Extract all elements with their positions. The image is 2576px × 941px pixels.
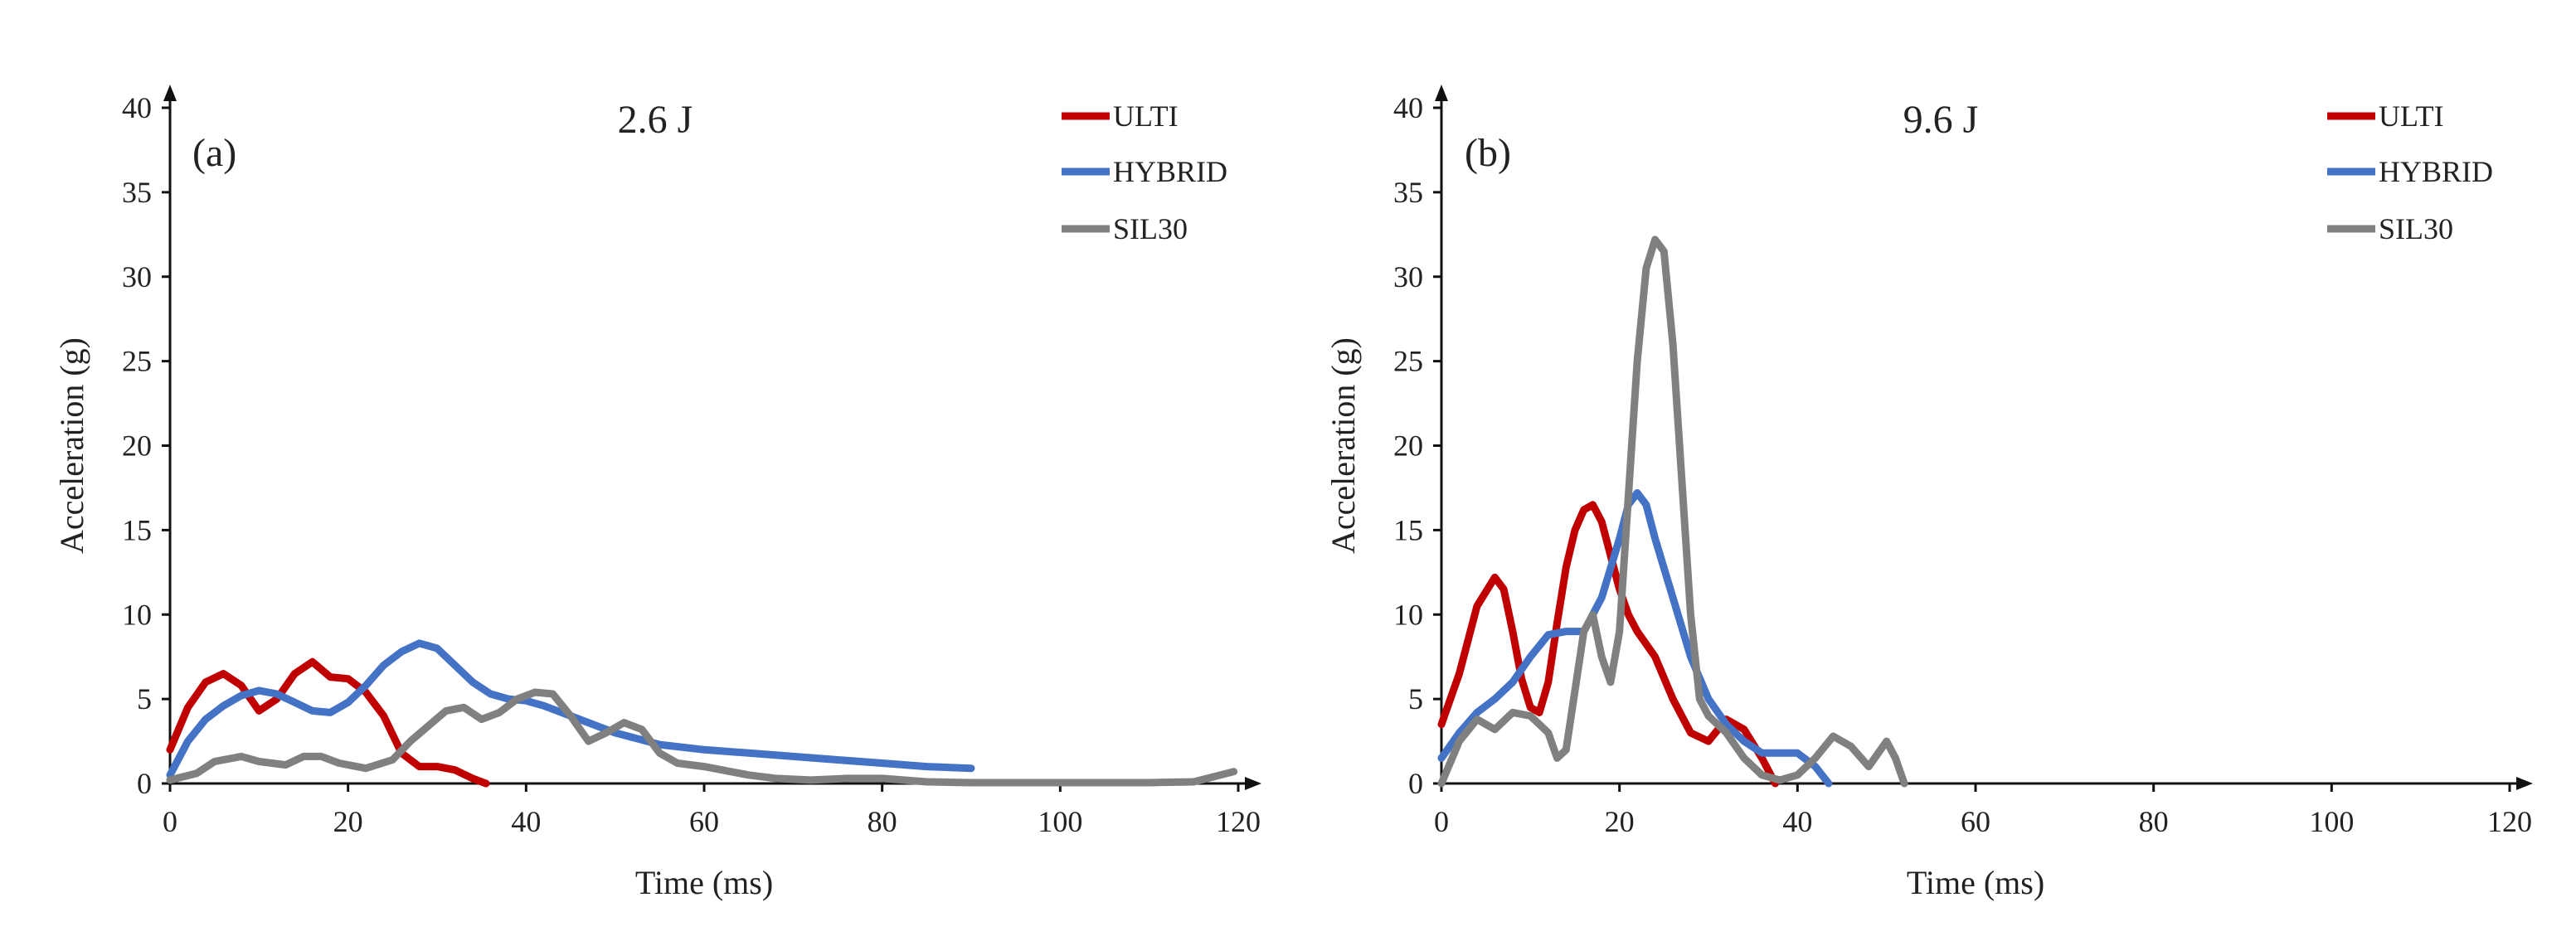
panel-b-legend-label-sil30: SIL30 [2379, 212, 2453, 245]
panel-a-legend-label-sil30: SIL30 [1113, 212, 1188, 245]
panel-a-y-tick-label: 15 [122, 513, 152, 546]
panel-a-y-axis-arrow [163, 85, 177, 101]
panel-a-x-tick-label: 100 [1038, 805, 1082, 838]
panel-a-legend-label-ulti: ULTI [1113, 99, 1179, 133]
panel-b-x-tick-label: 100 [2309, 805, 2354, 838]
panel-a-x-tick-label: 120 [1216, 805, 1261, 838]
panel-b-series-ulti [1437, 501, 1779, 788]
panel-b-y-tick-label: 10 [1393, 598, 1423, 631]
panel-b-y-tick-label: 20 [1393, 429, 1423, 463]
panel-b-y-tick-label: 5 [1408, 682, 1423, 715]
panel-a-x-tick-label: 40 [511, 805, 541, 838]
panel-a-title: 2.6 J [618, 98, 693, 142]
panel-b-y-tick-label: 0 [1408, 767, 1423, 800]
panel-b-y-tick-label: 15 [1393, 513, 1423, 546]
panel-a-y-tick-label: 10 [122, 598, 152, 631]
panel-a-x-tick-label: 80 [868, 805, 897, 838]
panel-b-x-tick-label: 80 [2139, 805, 2169, 838]
panel-b-title: 9.6 J [1903, 98, 1979, 142]
panel-b-legend-label-hybrid: HYBRID [2379, 155, 2493, 188]
panel-b-series-sil30 [1437, 235, 1908, 788]
panel-a-series-ulti [166, 657, 490, 788]
panel-b-series-hybrid [1437, 489, 1833, 788]
panel-a-x-axis-arrow [1245, 777, 1261, 790]
panel-a-y-tick-label: 40 [122, 91, 152, 124]
panel-a-x-axis-title: Time (ms) [635, 864, 773, 901]
panel-a-legend-label-hybrid: HYBRID [1113, 155, 1227, 188]
panel-b-label: (b) [1465, 131, 1511, 175]
panel-b-x-tick-label: 20 [1605, 805, 1635, 838]
panel-a-y-axis-title: Acceleration (g) [53, 337, 90, 554]
panel-a-x-tick-label: 60 [689, 805, 719, 838]
panel-b-x-tick-label: 120 [2487, 805, 2532, 838]
panel-b: 0 20 40 60 80 100 120 0 5 10 15 20 25 30 35 40 Time (ms)… [1324, 85, 2533, 901]
panel-b-y-tick-label: 40 [1393, 91, 1423, 124]
panel-a-series-hybrid [166, 639, 975, 779]
panel-b-y-tick-label: 35 [1393, 176, 1423, 209]
panel-b-x-axis-title: Time (ms) [1907, 864, 2044, 901]
panel-a-y-tick-label: 20 [122, 429, 152, 463]
panel-a-series-sil30 [166, 688, 1238, 787]
panel-a-x-tick-label: 0 [163, 805, 177, 838]
panel-b-y-axis-title: Acceleration (g) [1324, 337, 1362, 554]
panel-b-y-tick-label: 30 [1393, 260, 1423, 293]
panel-b-x-tick-label: 60 [1961, 805, 1990, 838]
panel-a-y-tick-label: 25 [122, 345, 152, 378]
panel-a: 0 20 40 60 80 100 120 0 5 10 15 20 25 30 35 40 Time (ms)… [53, 85, 1261, 901]
panel-a-x-tick-label: 20 [333, 805, 363, 838]
panel-b-x-axis-arrow [2516, 777, 2533, 790]
panel-b-x-tick-label: 40 [1782, 805, 1812, 838]
panel-b-x-tick-label: 0 [1434, 805, 1449, 838]
panel-b-y-axis-arrow [1435, 85, 1448, 101]
panel-a-y-tick-label: 5 [137, 682, 152, 715]
panel-b-y-tick-label: 25 [1393, 345, 1423, 378]
panel-a-y-tick-label: 35 [122, 176, 152, 209]
panel-b-legend-label-ulti: ULTI [2379, 99, 2444, 133]
panel-a-y-tick-label: 0 [137, 767, 152, 800]
panel-a-label: (a) [192, 131, 236, 175]
panel-a-y-tick-label: 30 [122, 260, 152, 293]
